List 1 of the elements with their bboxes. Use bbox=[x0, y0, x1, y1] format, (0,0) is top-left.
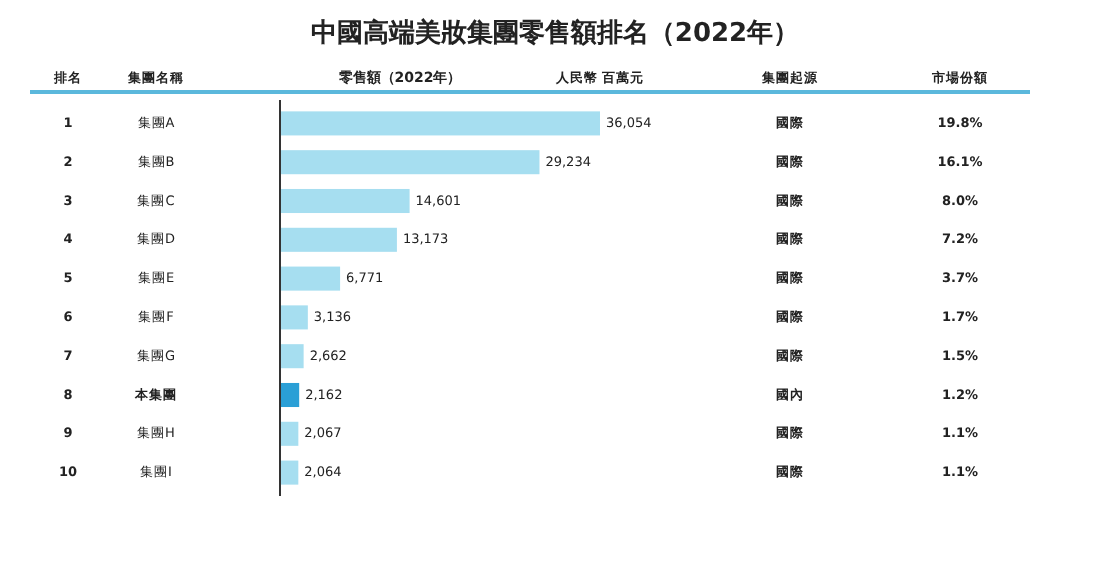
title: 中國高端美妝集團零售額排名（2022年） bbox=[310, 19, 800, 50]
